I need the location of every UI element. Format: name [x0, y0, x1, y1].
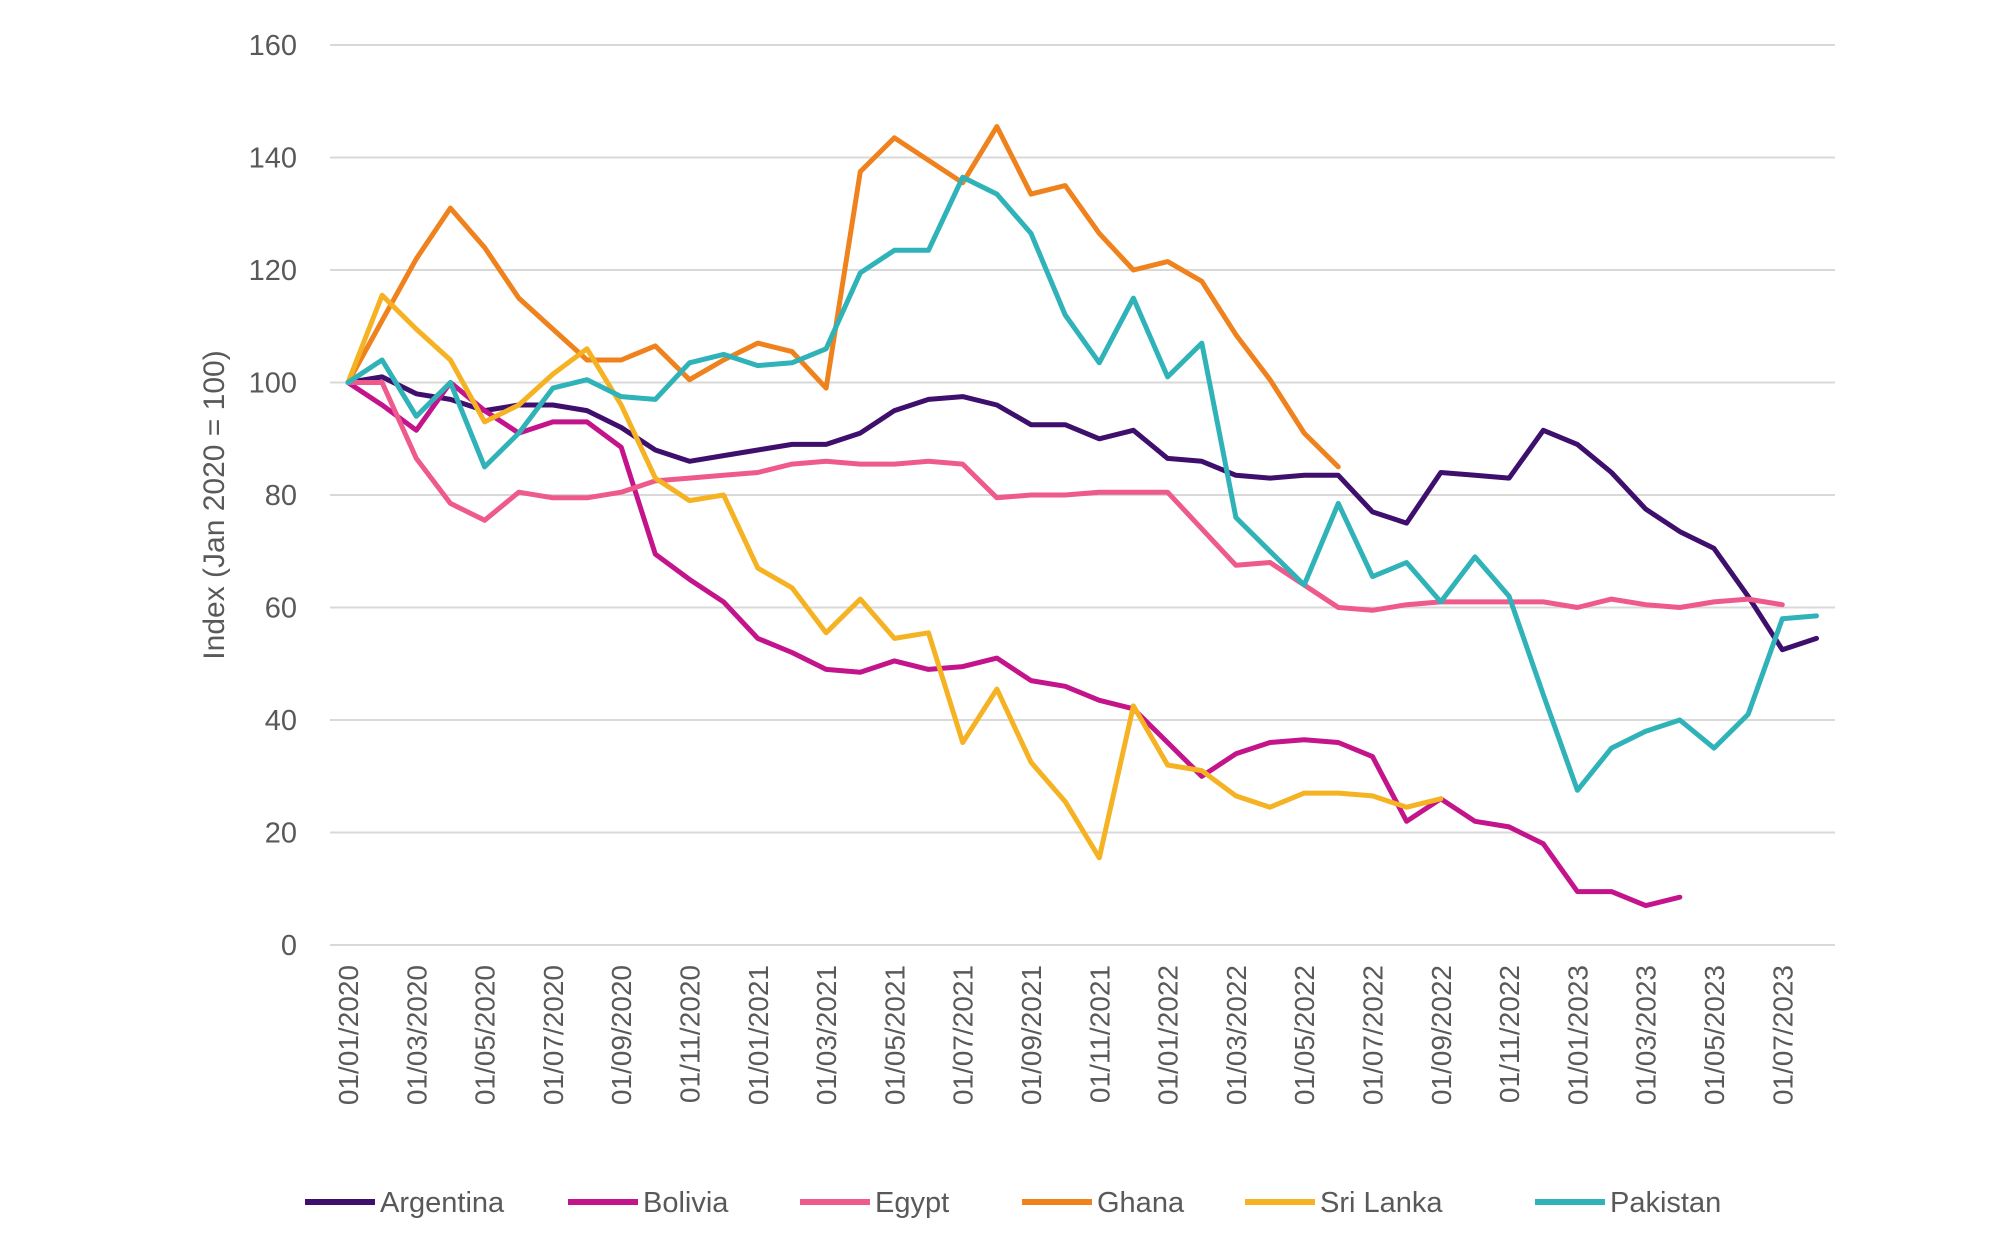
y-axis-ticks: 0 20 40 60 80 100 120 140 160	[249, 30, 297, 962]
x-tick-label: 01/09/2021	[1016, 965, 1047, 1105]
x-tick-label: 01/01/2023	[1562, 965, 1593, 1105]
x-tick-label: 01/03/2021	[811, 965, 842, 1105]
x-tick-label: 01/07/2022	[1358, 965, 1389, 1105]
y-tick-label: 160	[249, 30, 297, 62]
x-tick-label: 01/07/2023	[1767, 965, 1798, 1105]
x-tick-label: 01/07/2021	[948, 965, 979, 1105]
legend: Argentina Bolivia Egypt Ghana Sri Lanka Pakis…	[305, 1187, 1721, 1219]
x-tick-label: 01/01/2020	[333, 965, 364, 1105]
legend-label-bolivia: Bolivia	[643, 1187, 729, 1219]
x-tick-label: 01/05/2021	[879, 965, 910, 1105]
series-line-argentina	[345, 374, 1819, 653]
y-tick-label: 40	[265, 705, 297, 737]
legend-label-sri-lanka: Sri Lanka	[1320, 1187, 1443, 1219]
y-tick-label: 0	[281, 930, 297, 962]
series-line-pakistan	[345, 174, 1819, 793]
y-tick-label: 120	[249, 255, 297, 287]
x-tick-label: 01/07/2020	[538, 965, 569, 1105]
x-tick-label: 01/03/2022	[1221, 965, 1252, 1105]
x-tick-label: 01/09/2022	[1426, 965, 1457, 1105]
legend-label-argentina: Argentina	[380, 1187, 505, 1219]
x-tick-label: 01/01/2021	[743, 965, 774, 1105]
y-axis-label: Index (Jan 2020 = 100)	[198, 350, 231, 659]
y-tick-label: 140	[249, 143, 297, 175]
series-lines	[345, 124, 1819, 909]
y-tick-label: 80	[265, 480, 297, 512]
x-tick-label: 01/11/2020	[675, 965, 706, 1103]
x-tick-label: 01/11/2022	[1494, 965, 1525, 1103]
series-line-sri-lanka	[345, 292, 1444, 861]
x-tick-label: 01/03/2023	[1631, 965, 1662, 1105]
x-tick-label: 01/05/2022	[1289, 965, 1320, 1105]
y-tick-label: 20	[265, 818, 297, 850]
legend-label-egypt: Egypt	[875, 1187, 949, 1219]
legend-label-ghana: Ghana	[1097, 1187, 1185, 1219]
y-tick-label: 60	[265, 593, 297, 625]
x-tick-label: 01/09/2020	[606, 965, 637, 1105]
y-tick-label: 100	[249, 368, 297, 400]
series-line-bolivia	[345, 380, 1683, 909]
series-line-egypt	[345, 380, 1785, 613]
x-tick-label: 01/11/2021	[1084, 965, 1115, 1103]
x-tick-label: 01/03/2020	[401, 965, 432, 1105]
x-tick-label: 01/05/2023	[1699, 965, 1730, 1105]
series-line-ghana	[345, 124, 1341, 470]
x-axis-ticks: 01/01/2020 01/03/2020 01/05/2020 01/07/2020…	[333, 965, 1798, 1105]
x-tick-label: 01/05/2020	[470, 965, 501, 1105]
x-tick-label: 01/01/2022	[1153, 965, 1184, 1105]
legend-label-pakistan: Pakistan	[1610, 1187, 1721, 1219]
